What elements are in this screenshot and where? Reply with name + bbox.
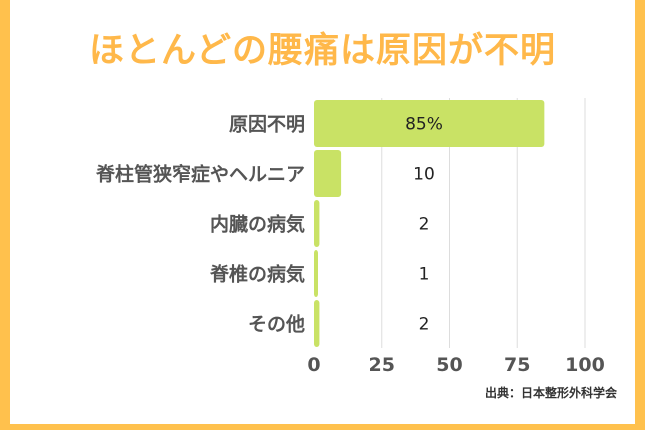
data-label: 10 [413,165,435,185]
chart-title: ほとんどの腰痛は原因が不明 [89,31,556,71]
category-label: 脊柱管狭窄症やヘルニア [95,163,305,186]
bar [314,200,320,247]
x-tick-label: 100 [565,354,605,376]
data-label: 85% [405,115,443,135]
bar [314,300,320,347]
x-tick-label: 50 [436,354,462,376]
category-label: 内臓の病気 [210,213,305,236]
bar [314,250,318,297]
data-label: 2 [419,215,430,235]
data-label: 2 [419,315,430,335]
category-label: 原因不明 [229,114,305,136]
bar [314,150,342,197]
x-tick-label: 75 [504,354,530,376]
bar [314,100,545,147]
x-tick-label: 0 [307,354,320,376]
data-label: 1 [419,265,430,285]
category-label: その他 [248,313,305,336]
x-tick-label: 25 [369,354,395,376]
category-label: 脊椎の病気 [209,263,305,286]
source-note: 出典：日本整形外科学会 [484,386,617,400]
